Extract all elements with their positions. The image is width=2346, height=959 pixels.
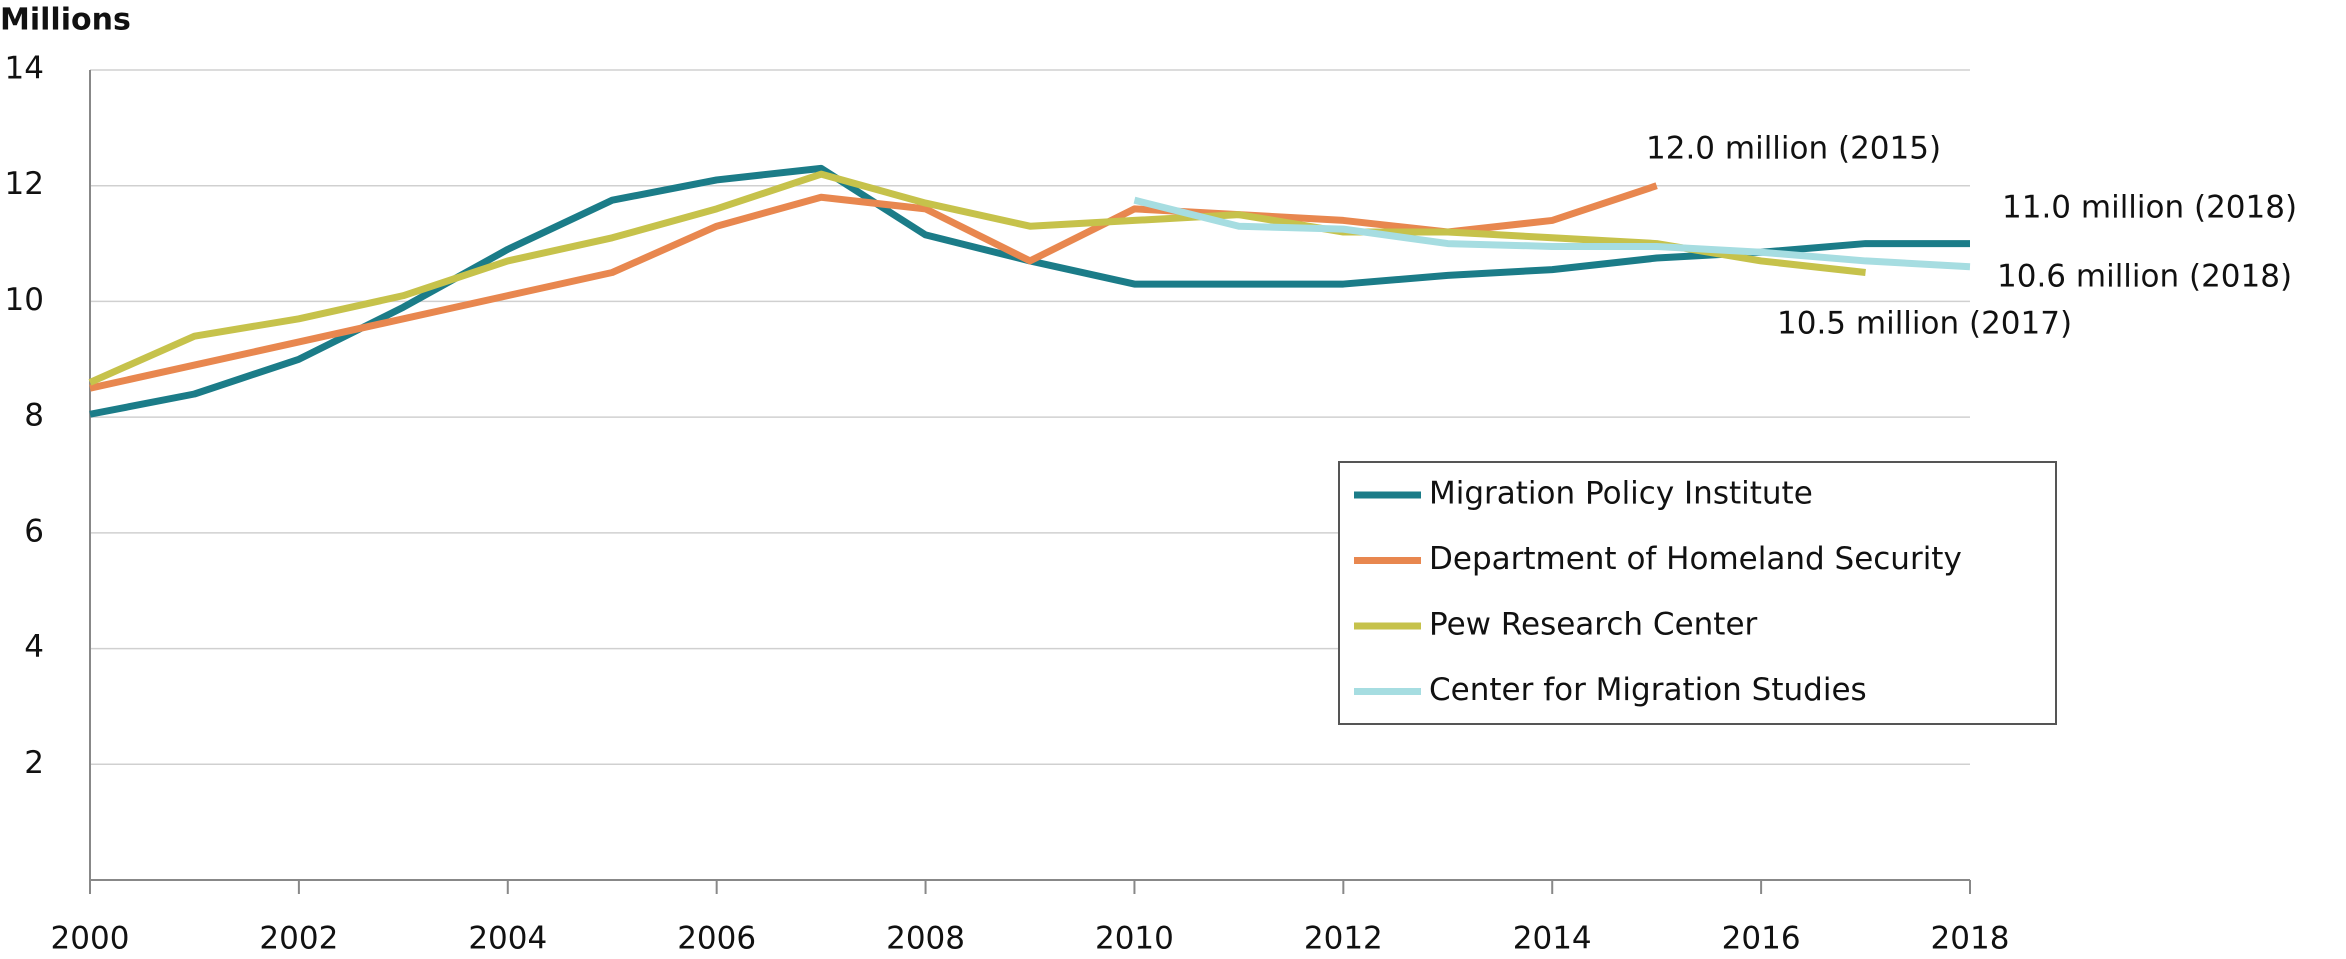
annotation: 11.0 million (2018) bbox=[2002, 190, 2297, 226]
x-tick-label: 2012 bbox=[1304, 921, 1383, 957]
y-tick-label: 2 bbox=[24, 745, 44, 781]
series-line bbox=[88, 170, 1866, 386]
legend-label: Center for Migration Studies bbox=[1429, 672, 1867, 708]
x-tick-label: 2010 bbox=[1095, 921, 1174, 957]
y-tick-label: 6 bbox=[24, 513, 44, 549]
x-tick-label: 2002 bbox=[259, 921, 338, 957]
legend-label: Migration Policy Institute bbox=[1429, 476, 1813, 512]
series-line bbox=[89, 164, 1970, 418]
y-tick-label: 10 bbox=[5, 282, 44, 318]
legend-label: Department of Homeland Security bbox=[1429, 541, 1962, 577]
x-tick-label: 2006 bbox=[677, 921, 756, 957]
y-tick-label: 12 bbox=[5, 166, 44, 202]
x-tick-label: 2008 bbox=[886, 921, 965, 957]
legend-label: Pew Research Center bbox=[1429, 607, 1758, 643]
y-tick-label: 14 bbox=[5, 51, 44, 87]
y-tick-label: 4 bbox=[24, 629, 44, 665]
x-tick-label: 2016 bbox=[1722, 921, 1801, 957]
annotation: 10.5 million (2017) bbox=[1777, 306, 2072, 342]
x-tick-label: 2018 bbox=[1931, 921, 2010, 957]
series-line bbox=[1133, 196, 1971, 271]
series-line bbox=[89, 182, 1658, 392]
axis-title: Millions bbox=[0, 3, 131, 38]
legend: Migration Policy Institute Department of … bbox=[1338, 461, 2057, 725]
x-tick-label: 2000 bbox=[51, 921, 130, 957]
x-tick-label: 2004 bbox=[468, 921, 547, 957]
x-tick-label: 2014 bbox=[1513, 921, 1592, 957]
annotation: 12.0 million (2015) bbox=[1646, 131, 1941, 167]
legend-box bbox=[1338, 461, 2057, 725]
annotation: 10.6 million (2018) bbox=[1997, 259, 2292, 295]
y-tick-label: 8 bbox=[24, 398, 44, 434]
